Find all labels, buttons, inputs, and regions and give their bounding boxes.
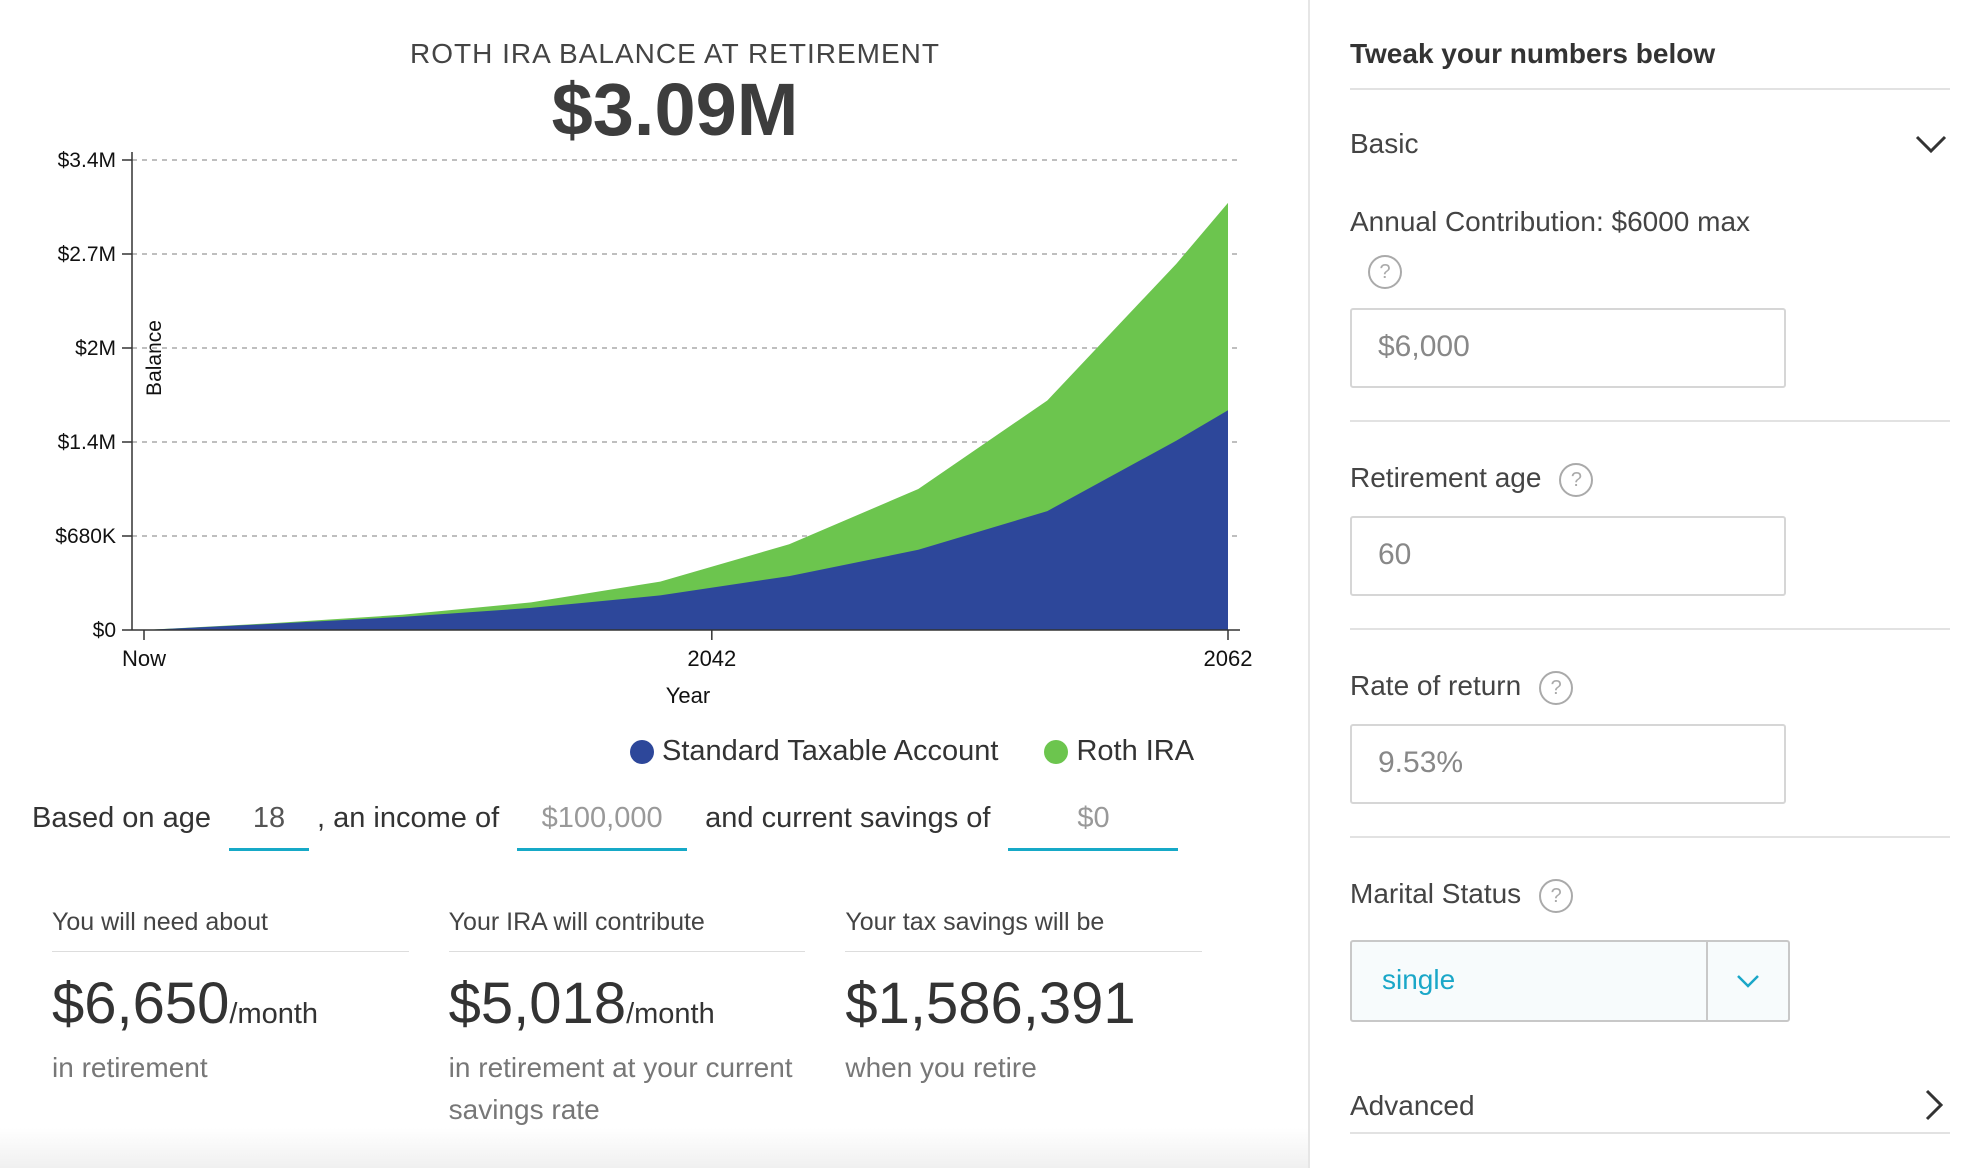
- chevron-down-icon: [1737, 975, 1759, 988]
- marital-status-value: single: [1382, 964, 1456, 995]
- chevron-right-icon: [1925, 1089, 1944, 1121]
- stat-tax-label: Your tax savings will be: [845, 908, 1203, 952]
- chart-legend: Standard Taxable Account Roth IRA: [630, 735, 1240, 768]
- retirement-age-label-text: Retirement age: [1350, 462, 1542, 493]
- y-tick-label: $2M: [75, 337, 116, 360]
- y-tick-label: $1.4M: [58, 431, 116, 454]
- rate-of-return-label: Rate of return?: [1350, 662, 1574, 710]
- divider: [1350, 1132, 1950, 1134]
- chart-header: ROTH IRA BALANCE AT RETIREMENT $3.09M: [0, 38, 1350, 150]
- assumptions-sentence: Based on age 18 , an income of $100,000 …: [32, 800, 1179, 851]
- stat-tax-desc: when you retire: [845, 1052, 1037, 1083]
- area-roth-ira: [144, 202, 1228, 630]
- retirement-age-label: Retirement age?: [1350, 454, 1594, 502]
- select-caret[interactable]: [1706, 942, 1788, 1020]
- stat-need-unit: /month: [229, 998, 319, 1030]
- stat-need-desc: in retirement: [52, 1052, 208, 1083]
- based-text-1: Based on age: [32, 802, 211, 834]
- panel-divider: [1308, 0, 1310, 1168]
- help-icon[interactable]: ?: [1539, 670, 1574, 705]
- settings-panel: Tweak your numbers below Basic Annual Co…: [1350, 0, 1950, 1168]
- rate-of-return-input[interactable]: 9.53%: [1350, 724, 1786, 804]
- legend-dot-taxable: [630, 739, 654, 764]
- stat-ira-value: $5,018/month: [449, 970, 806, 1037]
- stat-need: You will need about $6,650/month in reti…: [52, 908, 409, 1131]
- stat-tax: Your tax savings will be $1,586,391 when…: [845, 908, 1203, 1131]
- age-input[interactable]: 18: [228, 800, 309, 851]
- chevron-down-icon: [1915, 135, 1947, 154]
- balance-total: $3.09M: [551, 68, 799, 151]
- marital-status-select[interactable]: single: [1350, 940, 1790, 1022]
- help-icon[interactable]: ?: [1368, 254, 1402, 289]
- stat-need-label: You will need about: [52, 908, 409, 952]
- stats-row: You will need about $6,650/month in reti…: [52, 908, 1242, 1131]
- panel-title: Tweak your numbers below: [1350, 38, 1716, 69]
- stat-ira: Your IRA will contribute $5,018/month in…: [448, 908, 806, 1131]
- y-tick-label: $0: [93, 619, 116, 642]
- based-text-2: , an income of: [316, 802, 500, 834]
- x-tick-label: Now: [122, 646, 166, 671]
- basic-label: Basic: [1350, 128, 1419, 159]
- legend-label-taxable: Standard Taxable Account: [662, 735, 999, 767]
- stat-tax-value: $1,586,391: [845, 970, 1202, 1037]
- stat-ira-amount: $5,018: [448, 971, 627, 1036]
- results-panel: ROTH IRA BALANCE AT RETIREMENT $3.09M $3…: [0, 38, 1310, 1168]
- stat-need-value: $6,650/month: [52, 970, 409, 1037]
- y-tick-label: $3.4M: [58, 149, 116, 172]
- y-axis-label: Balance: [143, 320, 166, 396]
- advanced-section-toggle[interactable]: Advanced: [1350, 1082, 1950, 1130]
- legend-item-taxable[interactable]: Standard Taxable Account: [630, 735, 998, 768]
- based-text-3: and current savings of: [705, 802, 991, 834]
- divider: [1350, 836, 1950, 838]
- savings-input[interactable]: $0: [1008, 800, 1179, 851]
- marital-status-label: Marital Status?: [1350, 870, 1574, 918]
- marital-status-label-text: Marital Status: [1350, 878, 1522, 909]
- legend-label-roth: Roth IRA: [1076, 735, 1195, 767]
- area-standard-taxable: [144, 410, 1228, 630]
- stat-ira-unit: /month: [626, 998, 715, 1030]
- bottom-fade: [0, 1128, 1310, 1168]
- balance-chart: $3.4M $2.7M $2M $1.4M $680K $0 Now 2042 2062 Year…: [55, 149, 1253, 708]
- divider: [1350, 420, 1950, 422]
- y-tick-label: $680K: [55, 525, 116, 548]
- stat-ira-desc: in retirement at your current savings ra…: [448, 1052, 793, 1125]
- basic-section-toggle[interactable]: Basic: [1350, 120, 1950, 168]
- help-icon[interactable]: ?: [1559, 462, 1594, 497]
- chart-subtitle: ROTH IRA BALANCE AT RETIREMENT: [410, 38, 940, 69]
- advanced-label: Advanced: [1350, 1090, 1475, 1121]
- stat-tax-amount: $1,586,391: [845, 971, 1136, 1036]
- stat-need-amount: $6,650: [52, 971, 230, 1036]
- legend-item-roth[interactable]: Roth IRA: [1044, 735, 1194, 768]
- legend-dot-roth: [1044, 739, 1069, 764]
- x-axis-label: Year: [666, 683, 710, 708]
- divider: [1350, 628, 1950, 630]
- y-tick-label: $2.7M: [58, 243, 116, 266]
- contribution-label-text: Annual Contribution: $6000 max: [1350, 206, 1751, 237]
- help-icon[interactable]: ?: [1539, 878, 1574, 913]
- x-tick-label: 2062: [1204, 646, 1253, 671]
- contribution-input[interactable]: $6,000: [1350, 308, 1786, 388]
- stat-ira-label: Your IRA will contribute: [448, 908, 806, 952]
- divider: [1350, 88, 1950, 90]
- rate-of-return-label-text: Rate of return: [1350, 670, 1522, 701]
- income-input[interactable]: $100,000: [517, 800, 688, 851]
- contribution-label: Annual Contribution: $6000 max?: [1350, 198, 1790, 294]
- x-tick-label: 2042: [687, 646, 736, 671]
- retirement-age-input[interactable]: 60: [1350, 516, 1786, 596]
